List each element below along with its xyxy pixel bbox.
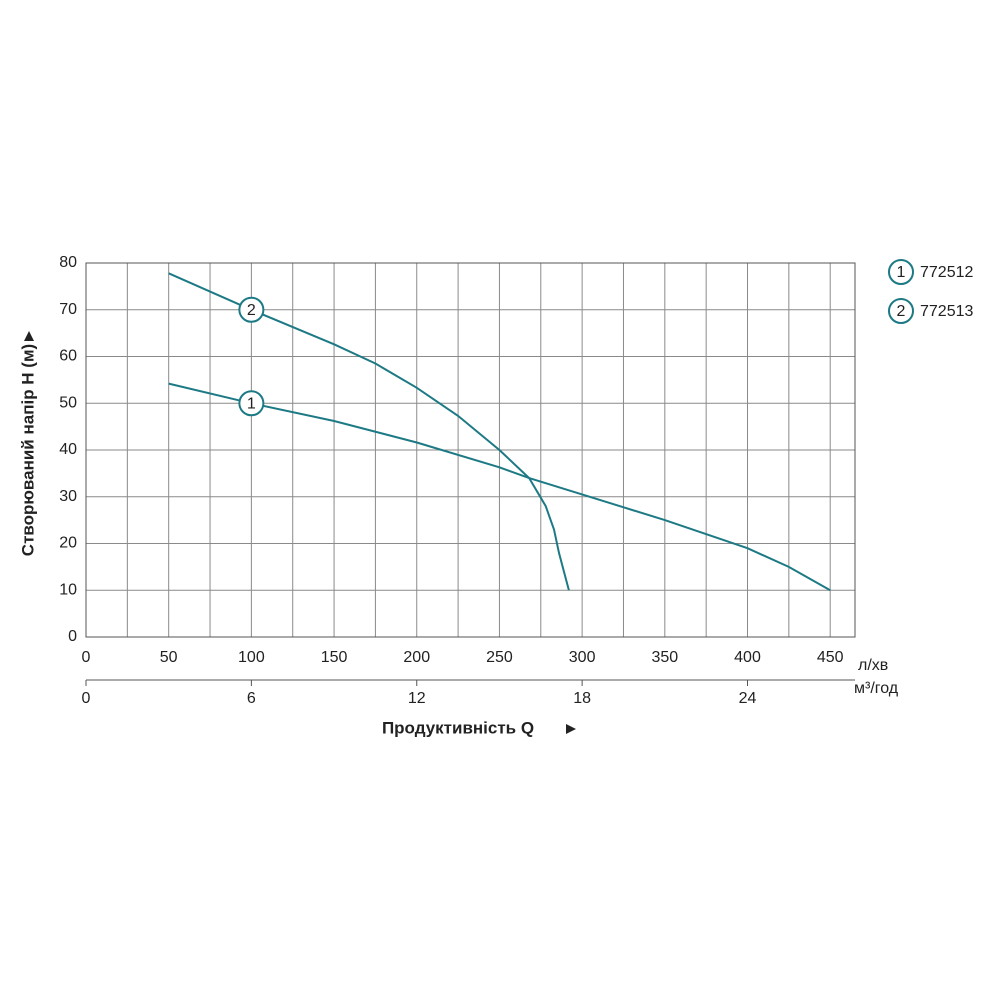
legend-marker: 2 [897, 303, 906, 320]
y-tick-label: 80 [59, 254, 77, 271]
legend-circle [888, 298, 914, 324]
series-line [168, 272, 570, 591]
x-tick-label: 350 [651, 649, 678, 666]
x2-tick-label: 12 [408, 690, 426, 707]
x-tick-label: 250 [486, 649, 513, 666]
x-axis-title: Продуктивність Q [382, 718, 534, 737]
y-axis-title: Створюваний напір H (м) [18, 344, 37, 556]
y-tick-label: 40 [59, 441, 77, 458]
x-axis-arrow [566, 724, 576, 734]
x-tick-label: 450 [817, 649, 844, 666]
y-tick-label: 50 [59, 394, 77, 411]
series-marker-label: 1 [247, 395, 256, 412]
x2-tick-label: 0 [82, 690, 91, 707]
x-tick-label: 50 [160, 649, 178, 666]
y-tick-label: 20 [59, 535, 77, 552]
x2-tick-label: 18 [573, 690, 591, 707]
x-tick-label: 400 [734, 649, 761, 666]
legend-circle [888, 259, 914, 285]
x2-tick-label: 24 [739, 690, 757, 707]
y-tick-label: 10 [59, 581, 77, 598]
y-tick-label: 60 [59, 348, 77, 365]
legend-marker: 1 [897, 264, 906, 281]
series-marker-label: 2 [247, 302, 256, 319]
y-tick-label: 30 [59, 488, 77, 505]
y-tick-label: 0 [68, 628, 77, 645]
x-tick-label: 150 [321, 649, 348, 666]
x-unit: л/хв [858, 657, 888, 674]
x-tick-label: 300 [569, 649, 596, 666]
series-marker-circle [238, 390, 265, 417]
x2-unit: м³/год [854, 680, 899, 697]
x-tick-label: 100 [238, 649, 265, 666]
y-axis-arrow [24, 331, 34, 341]
legend-label: 772513 [920, 303, 973, 320]
legend-label: 772512 [920, 264, 973, 281]
x2-tick-label: 6 [247, 690, 256, 707]
x-tick-label: 0 [82, 649, 91, 666]
plot-frame [85, 262, 856, 638]
x-tick-label: 200 [403, 649, 430, 666]
y-tick-label: 70 [59, 301, 77, 318]
series-marker-circle [238, 296, 265, 323]
